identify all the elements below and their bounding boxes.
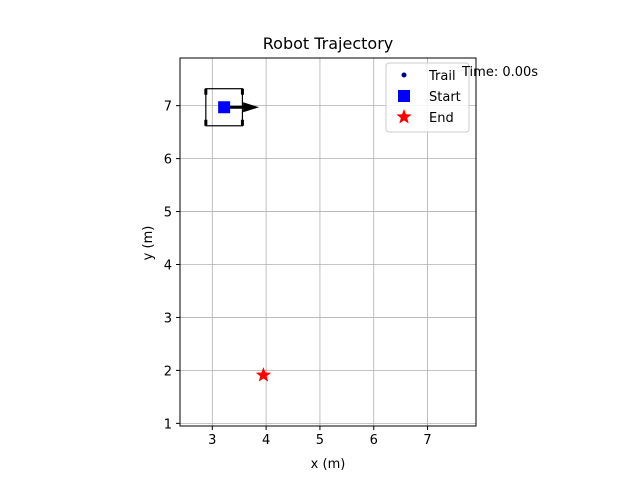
- heading-arrow-head: [243, 102, 260, 113]
- axis-ticks: 3 4 5 6 7 1 2 3 4 5 6 7: [164, 100, 432, 448]
- x-tick-label: 6: [370, 433, 378, 448]
- y-tick-label: 7: [164, 100, 172, 115]
- y-tick-label: 3: [164, 311, 172, 326]
- axes-frame: [179, 57, 477, 427]
- x-tick-label: 4: [262, 433, 270, 448]
- x-tick-label: 7: [423, 433, 431, 448]
- y-tick-label: 5: [164, 206, 172, 221]
- x-axis-label: x (m): [311, 457, 346, 472]
- end-marker: [255, 367, 272, 382]
- legend: Trail Start End: [385, 62, 470, 133]
- legend-end-marker: [396, 109, 412, 124]
- robot-wheel: [240, 119, 244, 126]
- robot-wheel: [204, 88, 208, 95]
- legend-trail-marker: [401, 72, 407, 78]
- y-tick-label: 1: [164, 417, 172, 432]
- x-tick-label: 5: [316, 433, 324, 448]
- y-tick-label: 4: [164, 259, 172, 274]
- data-marks: [218, 101, 272, 382]
- legend-label: End: [429, 111, 454, 126]
- time-annotation: Time: 0.00s: [461, 65, 538, 80]
- robot-wheel: [204, 119, 208, 126]
- chart-title: Robot Trajectory: [263, 34, 394, 53]
- y-tick-label: 2: [164, 364, 172, 379]
- start-marker: [218, 101, 231, 114]
- x-tick-label: 3: [208, 433, 216, 448]
- y-axis-label: y (m): [141, 226, 156, 261]
- legend-label: Start: [429, 90, 461, 105]
- robot-wheel: [240, 88, 244, 95]
- legend-label: Trail: [428, 69, 456, 84]
- legend-start-marker: [398, 90, 410, 102]
- y-tick-label: 6: [164, 153, 172, 168]
